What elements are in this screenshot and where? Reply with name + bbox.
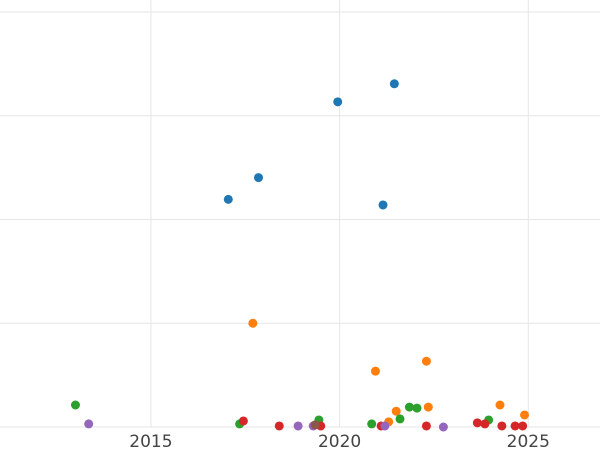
data-point-series-5 <box>293 421 303 431</box>
gridlines <box>0 0 600 428</box>
data-point-series-3 <box>404 402 414 412</box>
data-point-series-4 <box>472 418 482 428</box>
data-point-series-6 <box>310 420 320 430</box>
data-point-series-4 <box>238 416 248 426</box>
data-point-series-1 <box>253 173 263 183</box>
x-tick-label: 2020 <box>318 432 361 450</box>
data-point-series-5 <box>84 419 94 429</box>
data-point-series-2 <box>520 410 530 420</box>
data-point-series-4 <box>510 421 520 431</box>
data-point-series-1 <box>389 79 399 89</box>
data-point-series-4 <box>518 421 528 431</box>
data-point-series-2 <box>248 318 258 328</box>
data-point-series-2 <box>391 406 401 416</box>
data-point-series-4 <box>421 421 431 431</box>
data-point-series-5 <box>380 421 390 431</box>
data-point-series-3 <box>412 403 422 413</box>
data-point-series-3 <box>367 419 377 429</box>
data-point-series-4 <box>480 419 490 429</box>
data-point-series-3 <box>395 414 405 424</box>
x-axis-tick-labels: 2015 2020 2025 <box>129 432 550 450</box>
data-point-series-1 <box>223 194 233 204</box>
data-point-series-2 <box>495 400 505 410</box>
data-point-series-2 <box>370 366 380 376</box>
data-point-series-2 <box>421 356 431 366</box>
data-point-series-2 <box>423 402 433 412</box>
data-point-series-3 <box>70 400 80 410</box>
data-point-series-5 <box>438 422 448 432</box>
x-tick-label: 2025 <box>507 432 550 450</box>
data-point-series-4 <box>497 421 507 431</box>
data-point-series-1 <box>378 200 388 210</box>
data-point-series-4 <box>274 421 284 431</box>
x-tick-label: 2015 <box>129 432 172 450</box>
data-points <box>70 79 530 432</box>
data-point-series-1 <box>333 97 343 107</box>
